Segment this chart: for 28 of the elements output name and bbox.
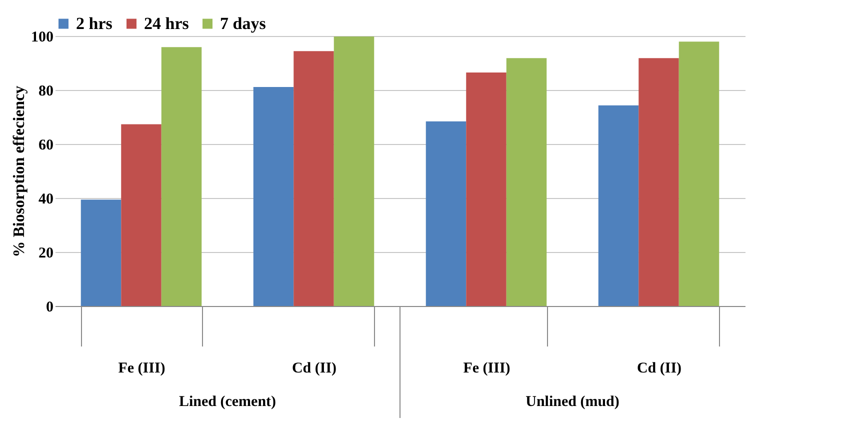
bar [334,36,374,306]
y-tick-label: 80 [38,84,54,100]
text: Unlined (mud) [526,394,620,410]
bar [426,121,466,306]
y-axis-title: % Biosorption effeciency [11,86,28,258]
y-tick-label: 0 [46,300,54,316]
x-tick-label: Fe (III) [463,360,510,376]
text: Lined (cement) [178,394,276,410]
bar [161,47,202,306]
bar [121,124,162,306]
y-tick-label: 60 [38,138,54,154]
bar [638,58,679,306]
legend-label: 7 days [220,14,266,33]
y-tick-label: 100 [31,30,54,46]
legend-label: 2 hrs [76,14,113,33]
y-tick-label: 40 [38,192,54,208]
x-tick-label: Cd (II) [636,360,682,376]
bar [466,72,506,306]
bar [253,87,294,306]
legend-label: 24 hrs [144,14,190,33]
bar [506,58,547,306]
bar [80,200,122,306]
x-tick-label: Fe (III) [118,360,166,376]
y-tick-label: 20 [38,246,54,262]
bar [294,51,334,306]
bar [678,42,720,306]
x-tick-label: Cd (II) [292,360,337,376]
bar [598,105,639,306]
